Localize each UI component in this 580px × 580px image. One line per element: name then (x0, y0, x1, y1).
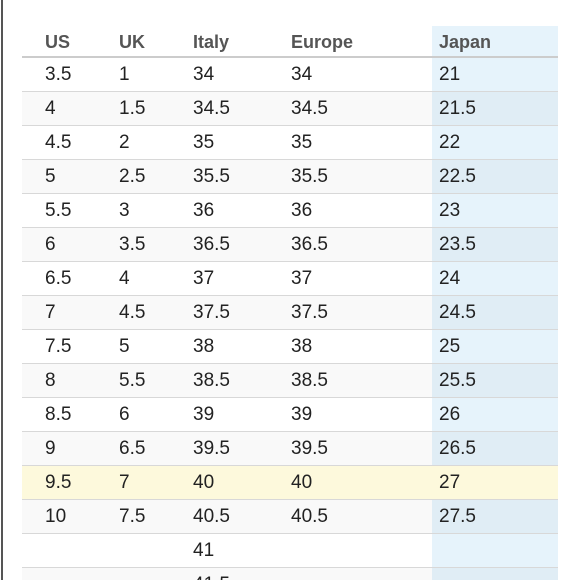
cell: 39.5 (193, 438, 230, 459)
cell: 5 (119, 336, 130, 357)
cell: 4 (119, 268, 130, 289)
cell: 9.5 (45, 472, 72, 493)
table-row: 41 (22, 534, 558, 568)
cell: 9 (45, 438, 56, 459)
header-row: US UK Italy Europe Japan (22, 26, 558, 58)
cell: 1.5 (119, 98, 146, 119)
cell: 4 (45, 98, 56, 119)
cell: 5 (45, 166, 56, 187)
cell: 36 (193, 200, 215, 221)
cell: 2 (119, 132, 130, 153)
cell: 26.5 (439, 438, 476, 459)
cell: 39 (291, 404, 313, 425)
cell: 3.5 (45, 64, 72, 85)
table-row: 8 5.5 38.5 38.5 25.5 (22, 364, 558, 398)
cell: 8.5 (45, 404, 72, 425)
cell: 37.5 (193, 302, 230, 323)
cell: Italy (193, 32, 230, 52)
table-row: 7.5 5 38 38 25 (22, 330, 558, 364)
cell: 37.5 (291, 302, 328, 323)
table-row: 8.5 6 39 39 26 (22, 398, 558, 432)
cell: 37 (291, 268, 313, 289)
cell: 34.5 (193, 98, 230, 119)
cell: 34 (291, 64, 313, 85)
cell: 23.5 (439, 234, 476, 255)
cell: 27.5 (439, 506, 476, 527)
cell: 25.5 (439, 370, 476, 391)
table-row: 4.5 2 35 35 22 (22, 126, 558, 160)
table-row: 9 6.5 39.5 39.5 26.5 (22, 432, 558, 466)
cell: 22.5 (439, 166, 476, 187)
table-row: 10 7.5 40.5 40.5 27.5 (22, 500, 558, 534)
cell: 7.5 (119, 506, 146, 527)
table-row: 5.5 3 36 36 23 (22, 194, 558, 228)
table-row: 6.5 4 37 37 24 (22, 262, 558, 296)
table-row: 41.5 (22, 568, 558, 580)
cell: 6.5 (119, 438, 146, 459)
cell: Europe (291, 32, 354, 52)
cell: 10 (45, 506, 67, 527)
cell: 35 (193, 132, 215, 153)
cell: 36.5 (193, 234, 230, 255)
cell: US (45, 32, 71, 52)
cell: 40.5 (193, 506, 230, 527)
cell: 25 (439, 336, 461, 357)
cell: 38.5 (291, 370, 328, 391)
cell: 34.5 (291, 98, 328, 119)
cell: 40 (291, 472, 313, 493)
cell: UK (119, 32, 145, 52)
cell: 3.5 (119, 234, 146, 255)
cell: 39.5 (291, 438, 328, 459)
cell: 6.5 (45, 268, 72, 289)
cell: 1 (119, 64, 130, 85)
cell: 7 (45, 302, 56, 323)
cell: 39 (193, 404, 215, 425)
cell: 36 (291, 200, 313, 221)
cell: 7 (119, 472, 130, 493)
cell: 41.5 (193, 568, 230, 580)
cell: 23 (439, 200, 461, 221)
cell: 38.5 (193, 370, 230, 391)
cell: 21 (439, 64, 461, 85)
cell: 36.5 (291, 234, 328, 255)
cell: 5.5 (45, 200, 72, 221)
cell: 4.5 (119, 302, 146, 323)
cell: 41 (193, 540, 215, 561)
cell: 35 (291, 132, 313, 153)
cell: 6 (45, 234, 56, 255)
cell: 34 (193, 64, 215, 85)
cell: 38 (291, 336, 313, 357)
cell: 40 (193, 472, 215, 493)
cell: 40.5 (291, 506, 328, 527)
cell: 24 (439, 268, 461, 289)
cell: 2.5 (119, 166, 146, 187)
cell: 38 (193, 336, 215, 357)
cell: 6 (119, 404, 130, 425)
table-row: 6 3.5 36.5 36.5 23.5 (22, 228, 558, 262)
cell: 4.5 (45, 132, 72, 153)
cell: 7.5 (45, 336, 72, 357)
cell: 8 (45, 370, 56, 391)
cell: 27 (439, 472, 461, 493)
table-row: 5 2.5 35.5 35.5 22.5 (22, 160, 558, 194)
table-row: 4 1.5 34.5 34.5 21.5 (22, 92, 558, 126)
cell: 21.5 (439, 98, 476, 119)
table-row: 9.5 7 40 40 27 (22, 466, 558, 500)
cell: 24.5 (439, 302, 476, 323)
cell: 35.5 (291, 166, 328, 187)
table-row: 7 4.5 37.5 37.5 24.5 (22, 296, 558, 330)
left-edge (1, 0, 3, 580)
cell: Japan (439, 32, 492, 52)
cell: 35.5 (193, 166, 230, 187)
cell: 3 (119, 200, 130, 221)
cell: 26 (439, 404, 461, 425)
table-row: 3.5 1 34 34 21 (22, 58, 558, 92)
cell: 22 (439, 132, 461, 153)
cell: 37 (193, 268, 215, 289)
cell: 5.5 (119, 370, 146, 391)
